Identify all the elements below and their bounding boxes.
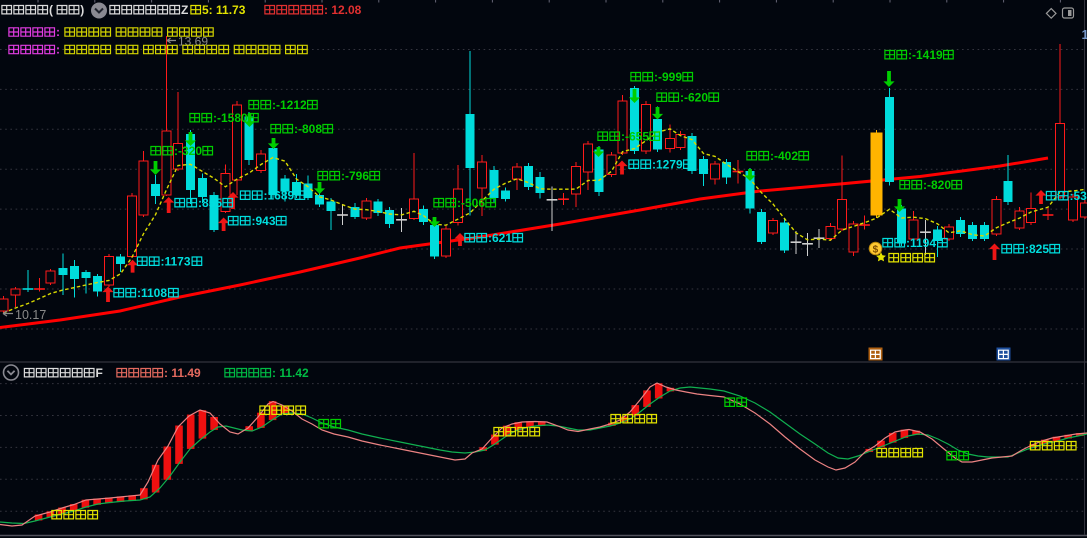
svg-text::621: :621 [488,231,512,245]
svg-text::943: :943 [252,214,276,228]
svg-text:$: $ [873,245,879,256]
svg-text::-820: :-820 [923,178,951,192]
svg-text::-402: :-402 [770,149,798,163]
svg-text::1689: :1689 [264,188,295,202]
svg-text::1194: :1194 [906,236,936,250]
svg-text:(: ( [49,3,53,17]
svg-text::-1580: :-1580 [213,111,248,125]
svg-text::-796: :-796 [341,169,369,183]
svg-text::1173: :1173 [161,254,191,268]
svg-text::-999: :-999 [654,70,682,84]
svg-text:F: F [96,366,103,380]
svg-text::-1419: :-1419 [908,48,943,62]
svg-text::-320: :-320 [174,144,202,158]
svg-text::-1212: :-1212 [272,98,307,112]
svg-text:: 11.49: : 11.49 [164,366,201,380]
svg-text::-620: :-620 [680,90,708,104]
svg-text:1: 1 [1082,27,1087,42]
svg-text:): ) [80,3,84,17]
svg-text::825: :825 [1025,242,1049,256]
svg-text::-808: :-808 [294,122,322,136]
svg-text::855: :855 [198,196,222,210]
svg-text::: : [56,25,60,39]
svg-text::53: :53 [1070,189,1087,203]
svg-text::: : [56,43,60,57]
svg-text:: 12.08: : 12.08 [324,3,362,17]
svg-text:: 11.42: : 11.42 [272,366,309,380]
svg-text::-506: :-506 [457,196,485,210]
svg-text:10.17: 10.17 [15,308,46,322]
svg-text::1108: :1108 [137,286,167,300]
svg-text::-655: :-655 [621,129,649,143]
svg-text:Z: Z [181,3,188,17]
svg-text:5: 11.73: 5: 11.73 [202,3,246,17]
svg-text::1279: :1279 [652,157,683,171]
